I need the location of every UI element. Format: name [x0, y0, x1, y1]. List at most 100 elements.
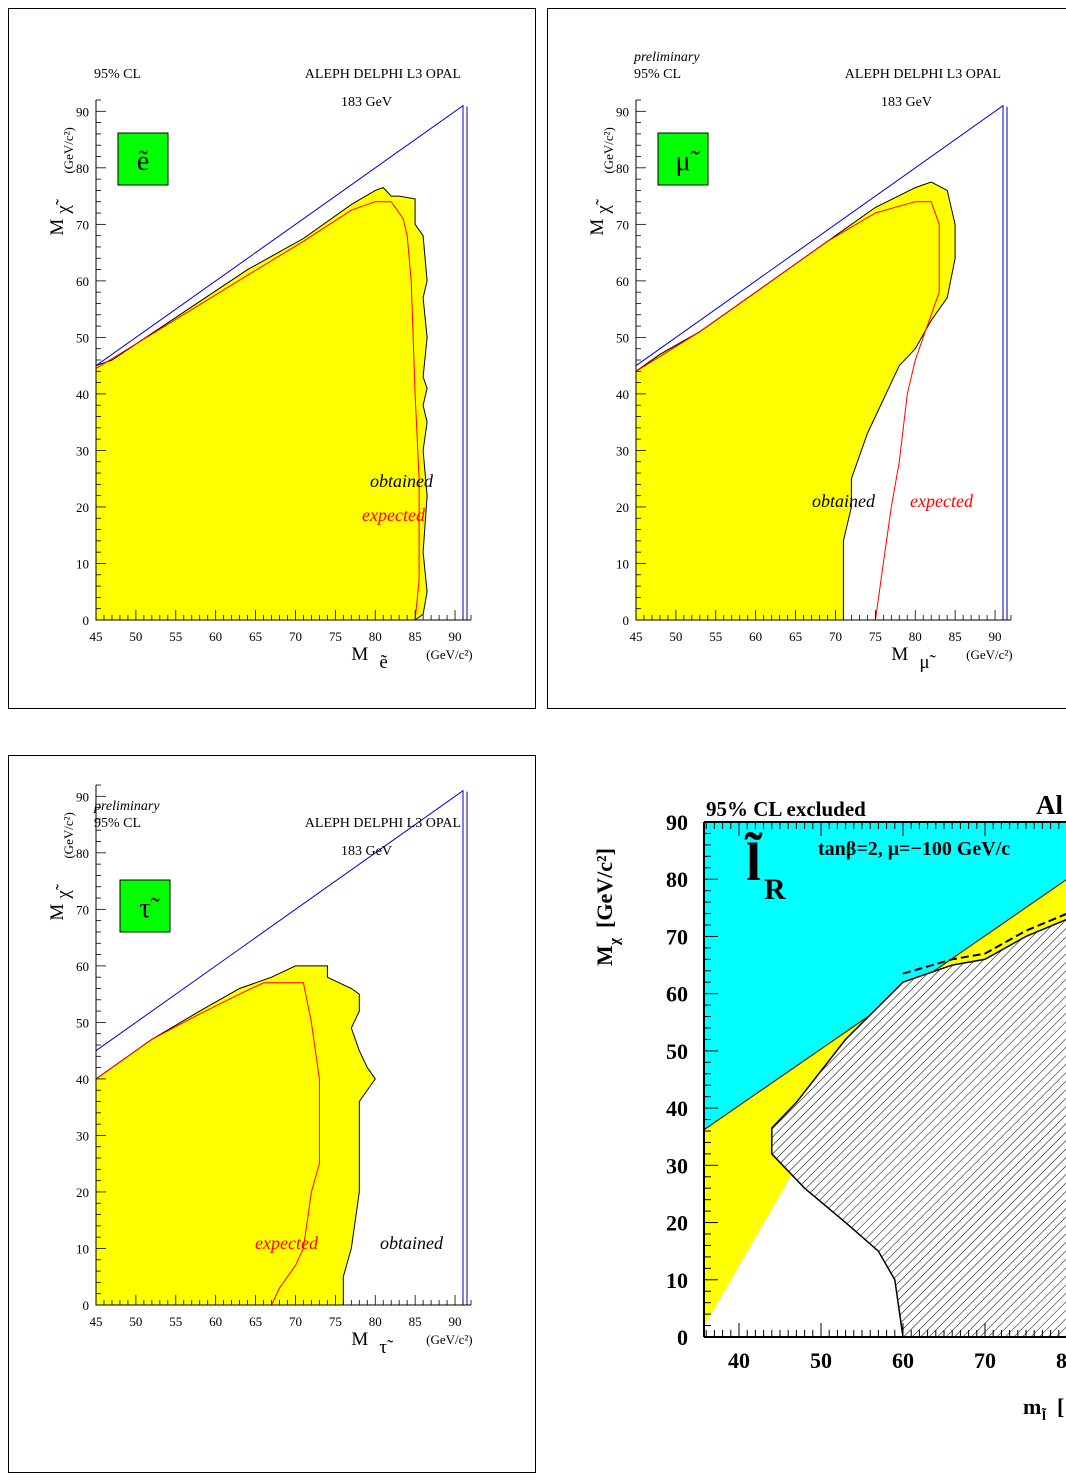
x-tick-label: 85	[409, 629, 422, 644]
particle-legend-box	[119, 879, 171, 933]
y-tick-label: 10	[616, 556, 629, 571]
y-tick-label: 30	[76, 1128, 89, 1143]
x-tick-label: 80	[369, 1314, 382, 1329]
panel-2: 45 50 55 60 65 70 75 80 85 90 0 10 20 30 40 50 60 70 80 90 p…	[547, 8, 1066, 709]
y-axis-units: (GeV/c²)	[601, 127, 616, 173]
obtained-label: obtained	[370, 471, 434, 491]
y-tick-label: 80	[76, 846, 89, 861]
x-tick-label: 60	[209, 1314, 222, 1329]
experiments-label: ALEPH DELPHI L3 OPAL	[305, 67, 461, 82]
y-tick-label: 90	[666, 810, 688, 835]
y-axis-title: M	[592, 945, 617, 966]
obtained-label: obtained	[380, 1233, 444, 1253]
y-tick-label: 60	[76, 274, 89, 289]
expected-label: expected	[362, 505, 426, 525]
x-tick-label: 75	[329, 1314, 342, 1329]
x-tick-label: 65	[249, 1314, 262, 1329]
x-tick-label: 50	[129, 629, 142, 644]
dashed-limit-line	[902, 912, 1066, 975]
x-tick-label: 70	[289, 629, 302, 644]
particle-symbol: ẽ	[137, 146, 149, 177]
x-tick-label: 45	[630, 629, 643, 644]
particle-subscript: R	[764, 873, 786, 906]
cl-label: 95% CL excluded	[706, 797, 866, 821]
x-tick-label: 50	[669, 629, 682, 644]
preliminary-label: preliminary	[93, 799, 160, 814]
x-tick-label: 90	[449, 1314, 462, 1329]
x-axis-subscript: ẽ	[379, 652, 387, 673]
x-tick-label: 45	[90, 629, 103, 644]
y-tick-label: 70	[76, 902, 89, 917]
x-axis-title: m	[1023, 1394, 1041, 1419]
expected-limit-line	[635, 201, 940, 621]
y-tick-label: 70	[666, 924, 688, 949]
y-tick-label: 30	[616, 443, 629, 458]
y-tick-label: 50	[616, 330, 629, 345]
x-tick-label: 90	[989, 629, 1002, 644]
x-tick-label: 80	[1056, 1348, 1066, 1373]
x-axis-title: M	[351, 1329, 368, 1350]
panel-3: 45 50 55 60 65 70 75 80 85 90 0 10 20 30 40 50 60 70 80 90 p…	[8, 755, 536, 1473]
cl-label: 95% CL	[634, 67, 681, 82]
x-axis-subscript: l̃	[1042, 1406, 1047, 1424]
particle-symbol: l̃	[745, 831, 763, 892]
x-tick-label: 55	[709, 629, 722, 644]
kinematic-limit-line	[635, 104, 1004, 620]
y-axis-title-group: Mχ [GeV/c²]	[592, 848, 623, 966]
x-tick-label: 65	[789, 629, 802, 644]
expected-label: expected	[255, 1233, 319, 1253]
y-tick-label: 40	[76, 1072, 89, 1087]
energy-label: 183 GeV	[341, 844, 392, 859]
x-tick-label: 45	[90, 1314, 103, 1329]
x-tick-label: 80	[909, 629, 922, 644]
x-axis-title: M	[351, 644, 368, 665]
y-tick-label: 60	[76, 959, 89, 974]
y-axis-subscript: χ	[607, 937, 623, 946]
y-tick-label: 70	[616, 217, 629, 232]
y-tick-label: 60	[666, 982, 688, 1007]
y-axis-units: (GeV/c²)	[61, 127, 76, 173]
obtained-label: obtained	[812, 491, 876, 511]
x-tick-label: 55	[169, 1314, 182, 1329]
y-tick-label: 10	[76, 556, 89, 571]
particle-legend-box	[657, 132, 709, 186]
x-axis-units: (GeV/c²)	[426, 1332, 472, 1347]
y-tick-label: 0	[677, 1325, 688, 1350]
x-tick-label: 50	[129, 1314, 142, 1329]
y-tick-label: 40	[666, 1096, 688, 1121]
y-tick-label: 90	[76, 789, 89, 804]
lep-excluded-region	[704, 822, 1066, 1131]
x-tick-label: 60	[892, 1348, 914, 1373]
y-tick-label: 50	[76, 1015, 89, 1030]
y-tick-label: 90	[76, 104, 89, 119]
y-tick-label: 10	[76, 1241, 89, 1256]
experiments-label: Al	[1036, 790, 1063, 820]
kinematic-limit-line	[95, 104, 464, 620]
cl-label: 95% CL	[94, 816, 141, 831]
y-tick-label: 0	[623, 613, 630, 628]
panel-frame	[547, 8, 1066, 709]
y-axis-units: (GeV/c²)	[61, 812, 76, 858]
x-tick-label: 85	[949, 629, 962, 644]
y-tick-label: 70	[76, 217, 89, 232]
y-tick-label: 50	[666, 1039, 688, 1064]
y-tick-label: 20	[76, 500, 89, 515]
x-tick-label: 40	[728, 1348, 750, 1373]
x-tick-label: 70	[974, 1348, 996, 1373]
y-tick-label: 80	[616, 161, 629, 176]
plot-area	[704, 822, 1066, 1337]
y-tick-label: 30	[76, 443, 89, 458]
y-axis-title: M	[587, 219, 608, 236]
x-tick-label: 80	[369, 629, 382, 644]
y-axis-title-group: Mχ̃(GeV/c²)	[47, 127, 76, 235]
obtained-excluded-region	[95, 187, 428, 621]
experiments-label: ALEPH DELPHI L3 OPAL	[305, 816, 461, 831]
panel-1: 45 50 55 60 65 70 75 80 85 90 0 10 20 30 40 50 60 70 80 90 9…	[8, 8, 536, 709]
y-tick-label: 30	[666, 1153, 688, 1178]
x-tick-label: 55	[169, 629, 182, 644]
y-axis-title-group: Mχ̃(GeV/c²)	[587, 127, 616, 235]
x-tick-label: 65	[249, 629, 262, 644]
kinematic-limit-line	[95, 789, 464, 1305]
energy-label: 183 GeV	[341, 95, 392, 110]
